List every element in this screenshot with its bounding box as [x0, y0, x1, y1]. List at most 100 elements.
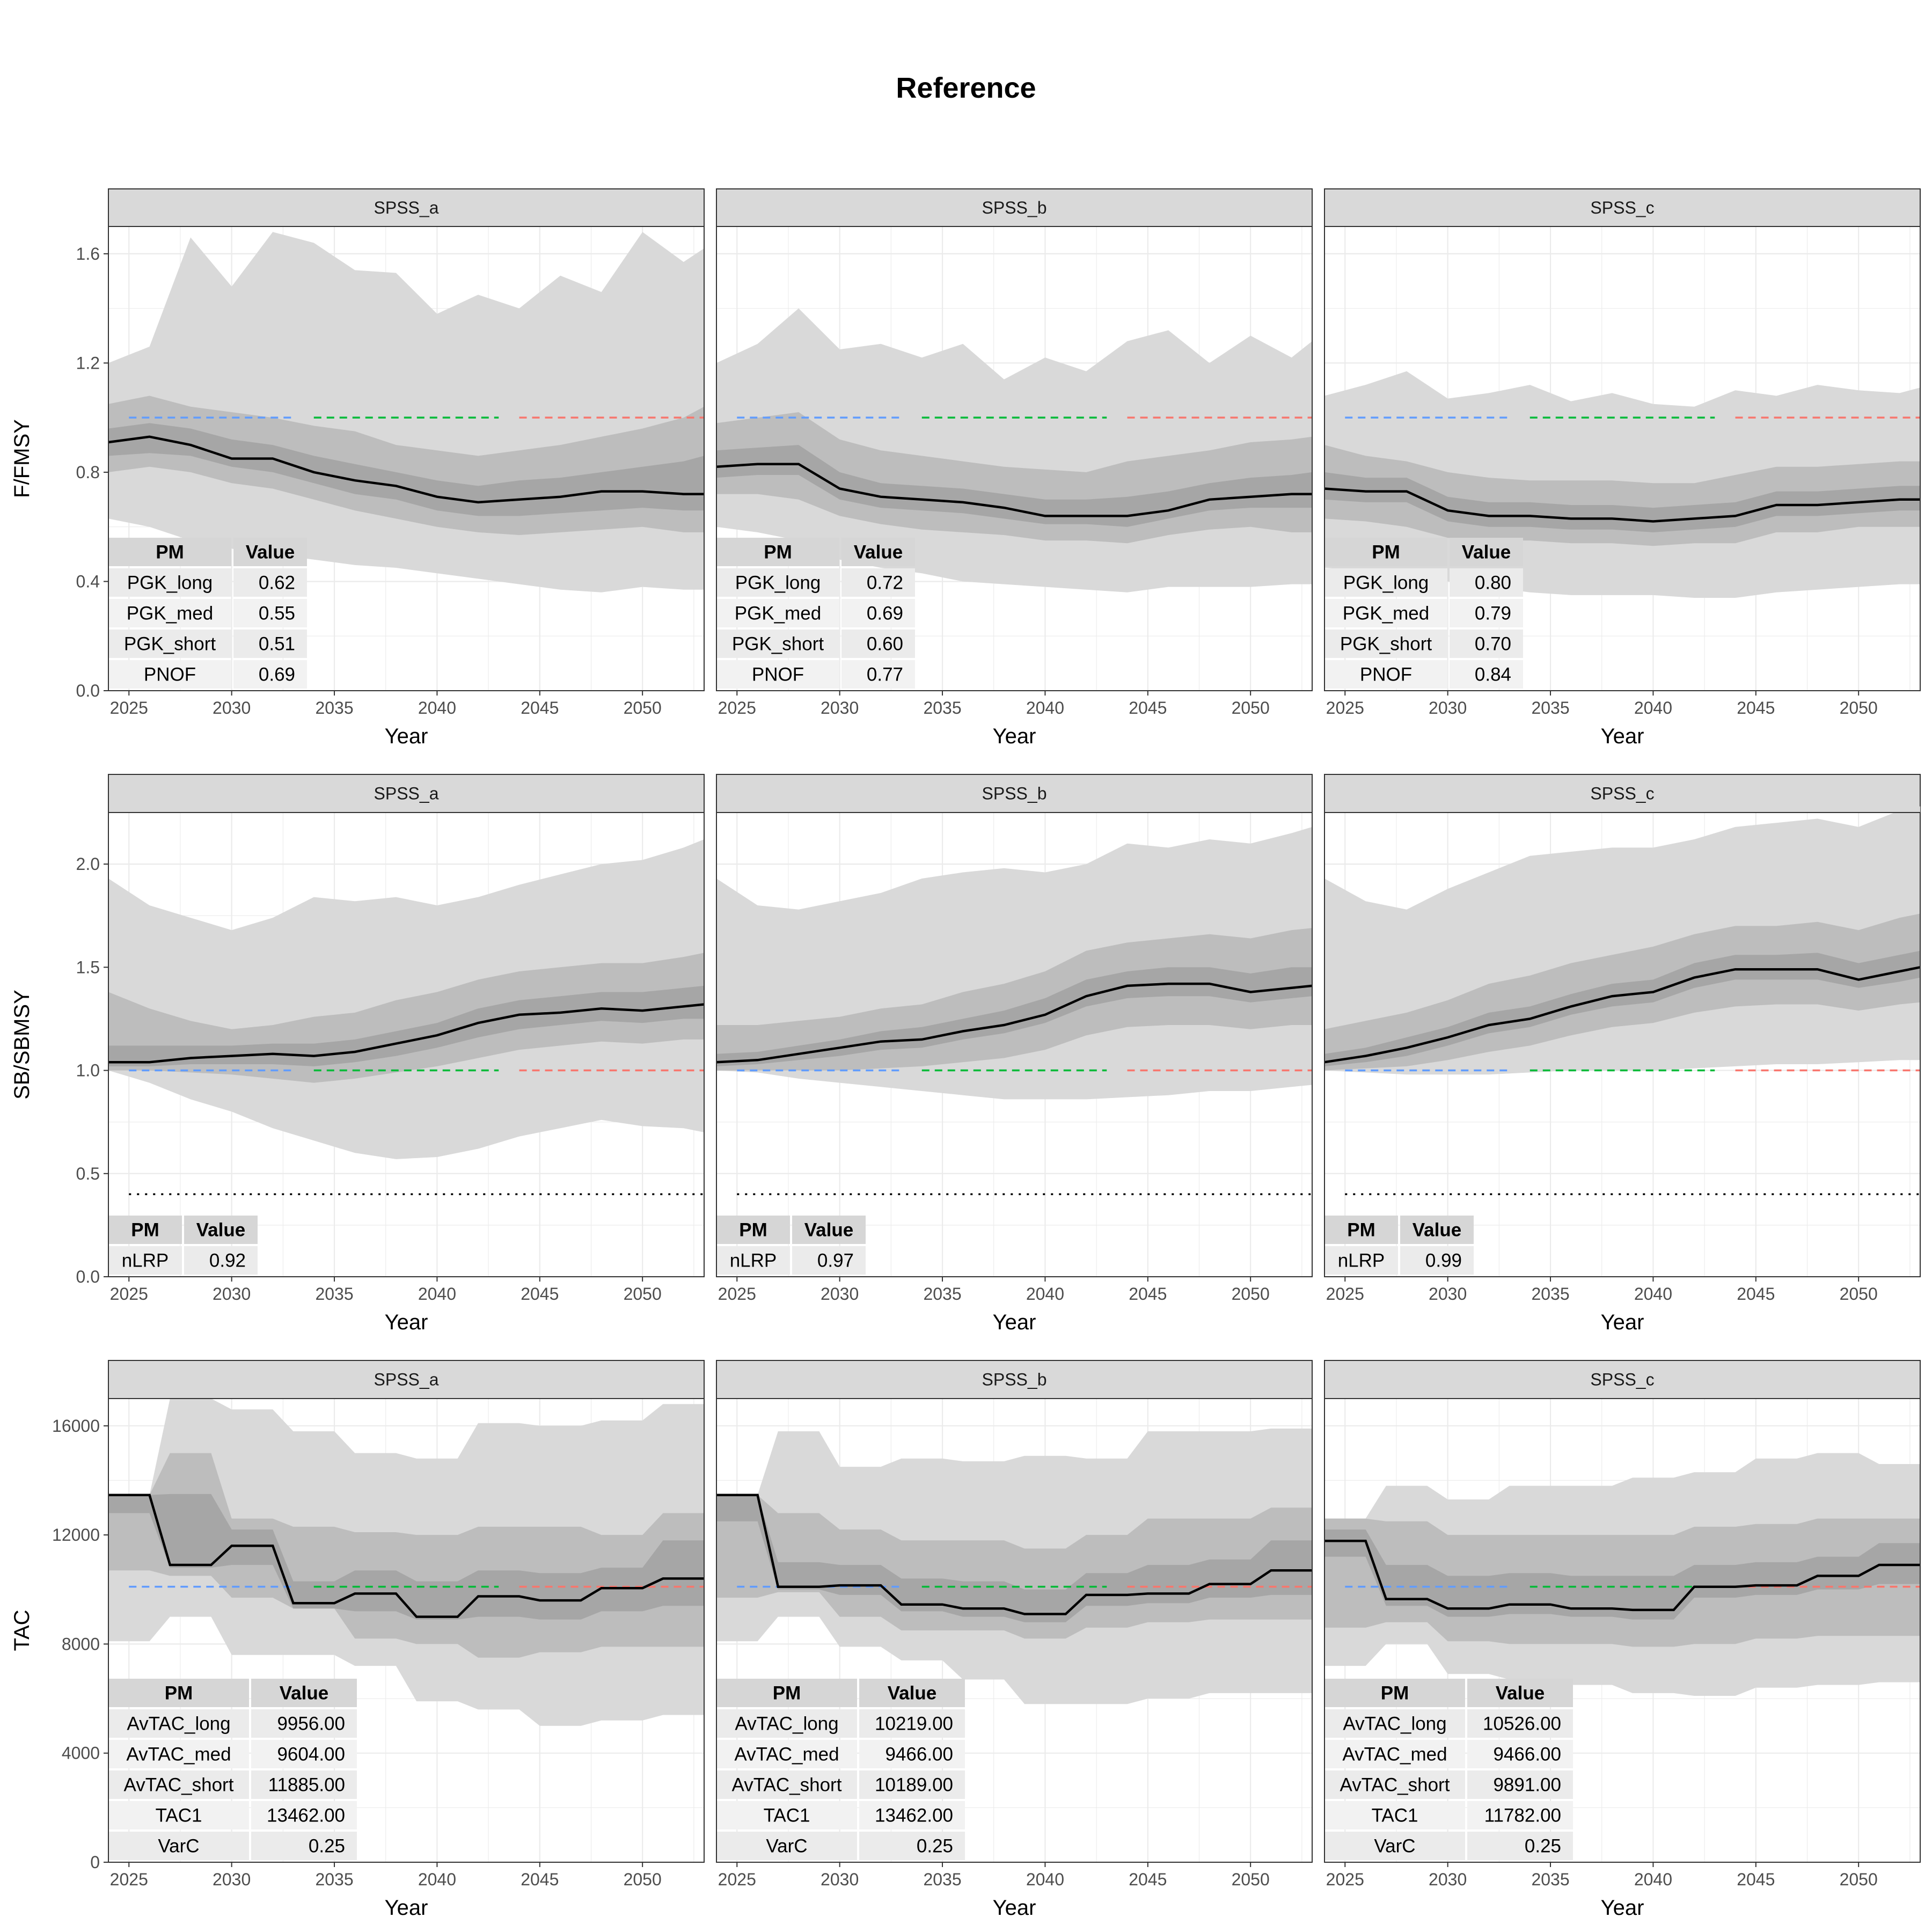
table-pm-name: PGK_short: [124, 634, 216, 655]
table-cell: [108, 1709, 249, 1738]
y-axis-title: F/FMSY: [10, 419, 34, 498]
facet-panel: SPSS_c PM Value nLRP 0.99 2025 2030 2035 2040 204…: [1324, 774, 1921, 1334]
x-tick-label: 2045: [1737, 1284, 1775, 1304]
table-cell: [716, 1770, 857, 1799]
table-cell: [716, 630, 839, 658]
x-axis-title: Year: [993, 1311, 1036, 1334]
table-cell: [1450, 568, 1523, 597]
table-cell: [1324, 1770, 1465, 1799]
table-cell: [716, 660, 839, 689]
table-pm-value: 0.60: [867, 634, 903, 655]
table-pm-name: TAC1: [1372, 1805, 1418, 1826]
panel-border: [716, 812, 1313, 1277]
x-tick-label: 2045: [521, 698, 559, 718]
x-tick-label: 2050: [624, 698, 662, 718]
table-cell: [841, 630, 915, 658]
facet-strip: [716, 774, 1313, 813]
y-tick-label: 1.2: [76, 353, 100, 372]
x-tick-label: 2040: [1634, 1284, 1672, 1304]
median-line: [1324, 487, 1920, 523]
table-pm-value: 0.92: [209, 1250, 246, 1271]
x-tick-label: 2035: [923, 1284, 961, 1304]
table-pm-value: 13462.00: [267, 1805, 345, 1826]
x-tick-label: 2050: [624, 1870, 662, 1889]
table-cell: [233, 568, 307, 597]
table-cell: [233, 660, 307, 689]
panel-border: [1324, 226, 1921, 691]
panel-border: [716, 226, 1313, 691]
x-tick-label: 2030: [1429, 1284, 1467, 1304]
table-header-pm: PM: [1372, 542, 1400, 563]
table-cell: [716, 1801, 857, 1829]
table-cell: [1467, 1832, 1573, 1860]
x-tick-label: 2035: [1531, 1284, 1569, 1304]
table-pm-value: 0.70: [1475, 634, 1511, 655]
band-20pct: [716, 967, 1312, 1066]
table-header-value: Value: [1462, 542, 1511, 563]
x-tick-label: 2025: [718, 1870, 756, 1889]
x-tick-label: 2035: [315, 1284, 353, 1304]
facet-label: SPSS_c: [1590, 1370, 1654, 1389]
table-header-pm: PM: [156, 542, 184, 563]
x-tick-label: 2030: [213, 1870, 251, 1889]
table-pm-value: 0.69: [867, 603, 903, 624]
facet-label: SPSS_c: [1590, 198, 1654, 217]
table-header-cell: [184, 1216, 258, 1244]
table-cell: [1467, 1709, 1573, 1738]
table-pm-name: PNOF: [144, 664, 196, 685]
table-pm-value: 11885.00: [268, 1775, 345, 1796]
table-cell: [859, 1770, 965, 1799]
table-header-pm: PM: [1381, 1683, 1409, 1704]
facet-panel: SPSS_b PM Value nLRP 0.97 2025 2030 2035 2040 204…: [716, 774, 1313, 1334]
y-tick-label: 12000: [52, 1525, 100, 1545]
y-axis-title: TAC: [10, 1609, 34, 1651]
table-pm-value: 0.97: [817, 1250, 854, 1271]
panel-border: [716, 1398, 1313, 1863]
facet-strip: [108, 1360, 705, 1399]
x-tick-label: 2035: [1531, 698, 1569, 718]
table-header-value: Value: [196, 1220, 245, 1241]
panel-border: [1324, 1398, 1921, 1863]
table-pm-value: 10219.00: [875, 1714, 953, 1735]
facet-panel: SPSS_c PM Value AvTAC_long 10526.00 AvTAC_med…: [1324, 1360, 1921, 1920]
table-header-cell: [792, 1216, 866, 1244]
facet-panel: SPSS_a PM Value PGK_long 0.62 PGK_med 0.55 PGK_…: [10, 188, 705, 748]
table-cell: [841, 660, 915, 689]
table-pm-value: 10189.00: [875, 1775, 953, 1796]
facet-panel: SPSS_a PM Value AvTAC_long 9956.00 AvTAC_med 9…: [10, 1360, 705, 1920]
table-header-value: Value: [280, 1683, 328, 1704]
band-20pct: [716, 445, 1312, 527]
table-header-cell: [716, 538, 839, 566]
table-pm-name: PNOF: [752, 664, 804, 685]
x-tick-label: 2045: [1737, 1870, 1775, 1889]
table-header-cell: [716, 1216, 790, 1244]
x-tick-label: 2045: [521, 1284, 559, 1304]
panels: SPSS_a PM Value PGK_long 0.62 PGK_med 0.55 PGK_…: [10, 188, 1921, 1920]
median-line: [1324, 966, 1921, 1064]
facet-panel: SPSS_a PM Value nLRP 0.92 2025 2030 2035 2040 204…: [10, 774, 705, 1334]
table-pm-value: 9466.00: [1493, 1744, 1561, 1765]
table-cell: [792, 1246, 866, 1275]
x-tick-label: 2025: [110, 1284, 148, 1304]
table-pm-name: AvTAC_long: [735, 1714, 838, 1735]
table-pm-value: 0.80: [1475, 573, 1511, 594]
median-line: [716, 982, 1313, 1064]
x-axis-title: Year: [993, 1896, 1036, 1920]
x-axis-title: Year: [1601, 1311, 1644, 1334]
plot-title: Reference: [896, 72, 1036, 104]
table-pm-value: 0.99: [1425, 1250, 1462, 1271]
facet-strip: [108, 188, 705, 227]
table-header-cell: [1400, 1216, 1474, 1244]
table-pm-value: 0.62: [259, 573, 295, 594]
table-cell: [1324, 1832, 1465, 1860]
table-pm-name: nLRP: [1338, 1250, 1385, 1271]
table-cell: [1324, 660, 1447, 689]
table-header-value: Value: [888, 1683, 936, 1704]
x-tick-label: 2025: [718, 1284, 756, 1304]
y-tick-label: 0: [90, 1853, 100, 1872]
table-pm-value: 0.25: [1525, 1836, 1561, 1857]
x-tick-label: 2050: [1840, 698, 1878, 718]
median-line: [1324, 1539, 1920, 1612]
table-cell: [859, 1801, 965, 1829]
